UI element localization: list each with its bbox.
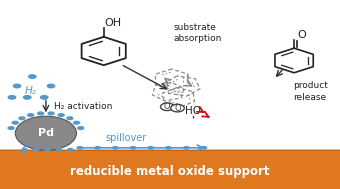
- Circle shape: [7, 126, 15, 130]
- Circle shape: [21, 148, 28, 152]
- Circle shape: [27, 113, 34, 117]
- Circle shape: [7, 95, 16, 100]
- Circle shape: [18, 116, 26, 120]
- Circle shape: [12, 121, 19, 125]
- Circle shape: [47, 84, 55, 88]
- Circle shape: [73, 121, 80, 125]
- Circle shape: [112, 146, 119, 150]
- Circle shape: [47, 111, 55, 115]
- Circle shape: [33, 148, 39, 152]
- Text: H₂ activation: H₂ activation: [54, 102, 113, 111]
- Text: substrate
absorption: substrate absorption: [173, 23, 222, 43]
- Circle shape: [94, 146, 101, 150]
- Text: O: O: [298, 30, 306, 40]
- Circle shape: [40, 95, 49, 100]
- Circle shape: [44, 148, 51, 152]
- Text: spillover: spillover: [105, 133, 147, 143]
- Circle shape: [66, 116, 73, 120]
- Text: H₂: H₂: [25, 86, 36, 96]
- Circle shape: [160, 103, 174, 111]
- Text: reducible metal oxide support: reducible metal oxide support: [70, 166, 270, 178]
- Circle shape: [67, 148, 74, 152]
- Circle shape: [57, 113, 65, 117]
- Circle shape: [77, 126, 84, 130]
- Text: O: O: [174, 104, 181, 113]
- Circle shape: [171, 104, 184, 112]
- Text: HO: HO: [185, 106, 201, 115]
- Circle shape: [183, 146, 190, 150]
- Circle shape: [13, 84, 21, 88]
- Text: product
release: product release: [293, 81, 328, 102]
- Circle shape: [15, 116, 76, 150]
- FancyBboxPatch shape: [0, 150, 340, 189]
- Circle shape: [201, 146, 207, 150]
- Circle shape: [37, 111, 45, 115]
- Text: OH: OH: [104, 18, 121, 28]
- Circle shape: [23, 95, 32, 100]
- Circle shape: [55, 148, 62, 152]
- Text: Pd: Pd: [38, 128, 54, 138]
- Circle shape: [76, 146, 83, 150]
- Circle shape: [28, 74, 37, 79]
- Text: O: O: [164, 102, 171, 111]
- Circle shape: [165, 146, 172, 150]
- Circle shape: [130, 146, 136, 150]
- Circle shape: [148, 146, 154, 150]
